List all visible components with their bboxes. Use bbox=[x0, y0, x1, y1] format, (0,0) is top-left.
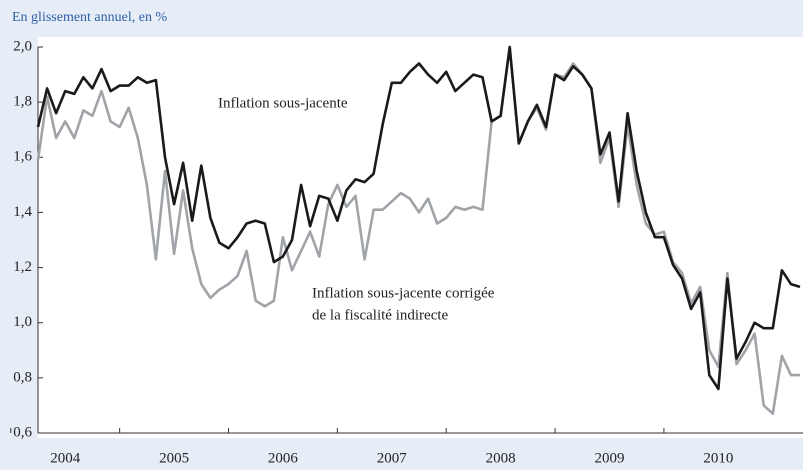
series-label: Inflation sous-jacente bbox=[218, 95, 348, 111]
x-tick-label: 2008 bbox=[486, 450, 516, 466]
y-tick-label: 0,6 bbox=[13, 424, 32, 440]
y-tick-label: 0,8 bbox=[13, 369, 32, 385]
x-tick-label: 2004 bbox=[50, 450, 81, 466]
x-tick-label: 2006 bbox=[268, 450, 299, 466]
x-tick-label: 2005 bbox=[159, 450, 189, 466]
x-tick-label: 2007 bbox=[377, 450, 408, 466]
y-tick-label: 1,0 bbox=[13, 314, 32, 330]
y-tick-label: 1,2 bbox=[13, 259, 32, 275]
series-label: Inflation sous-jacente corrigée bbox=[312, 285, 495, 301]
x-tick-label: 2010 bbox=[703, 450, 733, 466]
series-label: de la fiscalité indirecte bbox=[312, 307, 449, 323]
subtitle: En glissement annuel, en % bbox=[12, 10, 167, 25]
plot-area bbox=[38, 37, 803, 438]
x-tick-label: 2009 bbox=[595, 450, 625, 466]
y-tick-label: 1,6 bbox=[13, 149, 32, 165]
series-line bbox=[36, 45, 801, 391]
y-tick-label: 2,0 bbox=[13, 38, 32, 54]
y-tick-label: 1,4 bbox=[13, 204, 32, 220]
y-tick-label: 1,8 bbox=[13, 94, 32, 110]
